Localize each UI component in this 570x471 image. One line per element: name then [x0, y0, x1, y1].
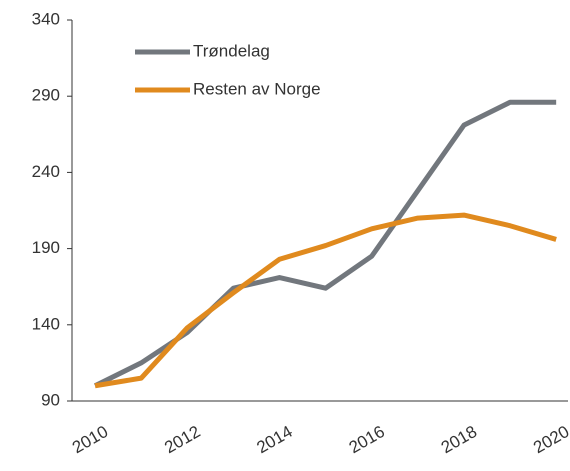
y-tick-label: 340	[32, 9, 60, 28]
x-tick-label: 2012	[161, 422, 203, 457]
x-tick-label: 2014	[253, 422, 295, 457]
x-tick-label: 2018	[438, 422, 480, 457]
y-tick-label: 290	[32, 86, 60, 105]
y-tick-label: 240	[32, 162, 60, 181]
legend-label: Resten av Norge	[193, 79, 321, 98]
y-tick-label: 90	[41, 390, 60, 409]
y-tick-label: 140	[32, 314, 60, 333]
x-tick-label: 2020	[530, 422, 570, 457]
legend-label: Trøndelag	[193, 41, 270, 60]
line	[94, 212, 557, 389]
x-tick-label: 2016	[346, 422, 388, 457]
x-tick-label: 2010	[69, 422, 111, 457]
y-tick-label: 190	[32, 238, 60, 257]
